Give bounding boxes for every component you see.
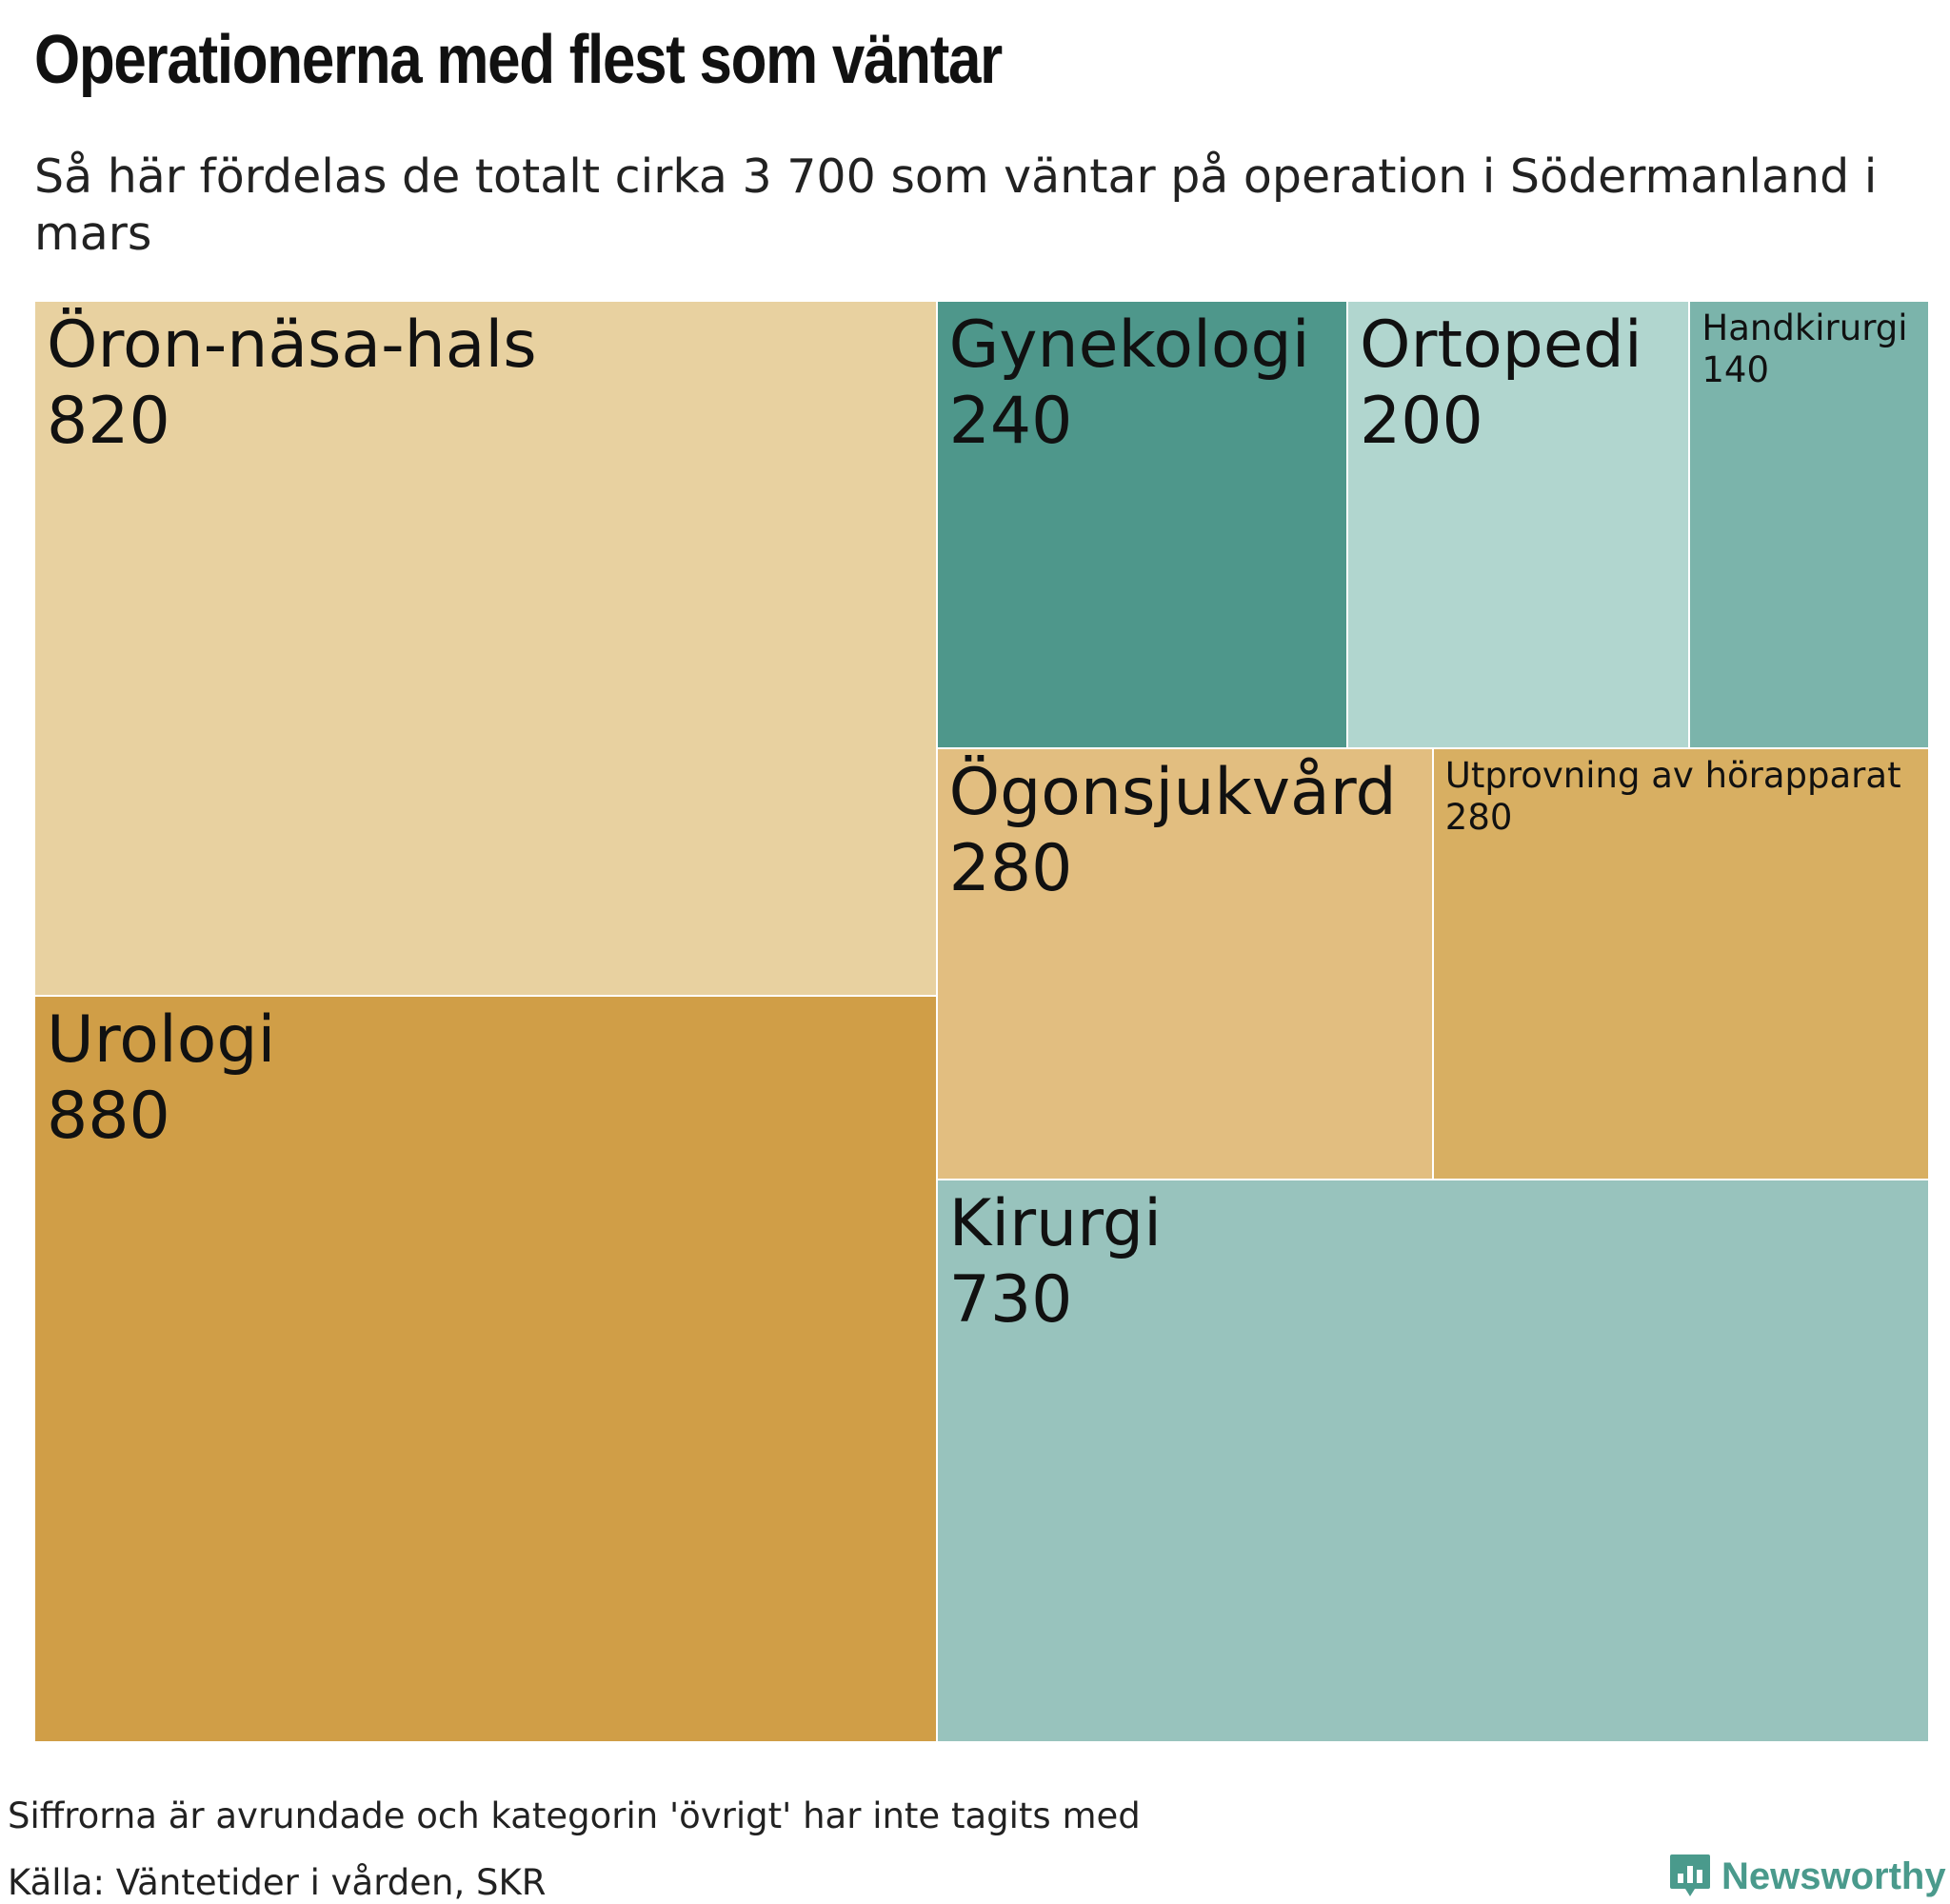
tile-urologi: Urologi 880 bbox=[34, 996, 937, 1742]
category-value: 140 bbox=[1701, 349, 1770, 390]
bar-chart-speech-icon bbox=[1670, 1854, 1710, 1896]
tile-ortopedi: Ortopedi 200 bbox=[1346, 301, 1690, 748]
tile-handkirurgi: Handkirurgi 140 bbox=[1689, 301, 1929, 748]
category-value: 280 bbox=[948, 830, 1073, 906]
treemap-chart: Öron-näsa-hals 820 Urologi 880 Gynekologi 240… bbox=[34, 301, 1929, 1742]
category-name: Öron-näsa-hals bbox=[47, 307, 537, 383]
category-name: Ortopedi bbox=[1359, 307, 1642, 383]
category-name: Utprovning av hörapparat bbox=[1444, 754, 1901, 796]
brand-logo: Newsworthy bbox=[1668, 1853, 1946, 1900]
category-value: 200 bbox=[1359, 384, 1483, 459]
category-name: Handkirurgi bbox=[1701, 307, 1908, 348]
footnote: Siffrorna är avrundade och kategorin 'öv… bbox=[8, 1795, 1141, 1836]
tile-kirurgi: Kirurgi 730 bbox=[936, 1179, 1929, 1742]
category-name: Kirurgi bbox=[948, 1185, 1162, 1261]
brand-name: Newsworthy bbox=[1721, 1854, 1946, 1897]
tile-ogonsjukvard: Ögonsjukvård 280 bbox=[936, 747, 1433, 1180]
tile-label: Handkirurgi 140 bbox=[1701, 307, 1907, 391]
category-value: 280 bbox=[1444, 796, 1513, 838]
tile-utprovning-av-horapparat: Utprovning av hörapparat 280 bbox=[1432, 747, 1929, 1180]
tile-label: Urologi 880 bbox=[47, 1002, 275, 1155]
tile-label: Ortopedi 200 bbox=[1360, 307, 1642, 460]
tile-label: Gynekologi 240 bbox=[949, 307, 1310, 460]
category-value: 730 bbox=[948, 1261, 1073, 1338]
tile-gynekologi: Gynekologi 240 bbox=[936, 301, 1347, 748]
tile-label: Kirurgi 730 bbox=[949, 1186, 1162, 1339]
category-name: Ögonsjukvård bbox=[948, 754, 1397, 830]
category-name: Urologi bbox=[47, 1002, 276, 1079]
tile-label: Öron-näsa-hals 820 bbox=[47, 307, 537, 460]
tile-label: Utprovning av hörapparat 280 bbox=[1445, 755, 1901, 839]
category-value: 240 bbox=[948, 384, 1073, 459]
chart-subtitle: Så här fördelas de totalt cirka 3 700 so… bbox=[34, 149, 1878, 261]
source-note: Källa: Väntetider i vården, SKR bbox=[8, 1862, 547, 1903]
tile-label: Ögonsjukvård 280 bbox=[949, 755, 1397, 907]
category-value: 820 bbox=[47, 384, 170, 459]
category-name: Gynekologi bbox=[948, 307, 1310, 383]
chart-title: Operationerna med flest som väntar bbox=[34, 22, 1003, 98]
tile-oron-nasa-hals: Öron-näsa-hals 820 bbox=[34, 301, 937, 997]
category-value: 880 bbox=[47, 1079, 170, 1155]
